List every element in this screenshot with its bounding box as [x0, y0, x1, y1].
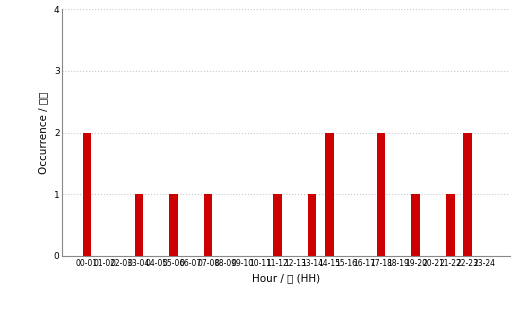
Bar — [273, 194, 282, 256]
Bar — [135, 194, 144, 256]
Y-axis label: Occurrence / 次数: Occurrence / 次数 — [38, 91, 48, 174]
X-axis label: Hour / 時 (HH): Hour / 時 (HH) — [252, 273, 320, 283]
Bar — [83, 133, 92, 256]
Bar — [463, 133, 472, 256]
Bar — [411, 194, 420, 256]
Bar — [169, 194, 178, 256]
Bar — [204, 194, 213, 256]
Bar — [446, 194, 454, 256]
Bar — [308, 194, 316, 256]
Bar — [325, 133, 333, 256]
Bar — [377, 133, 385, 256]
